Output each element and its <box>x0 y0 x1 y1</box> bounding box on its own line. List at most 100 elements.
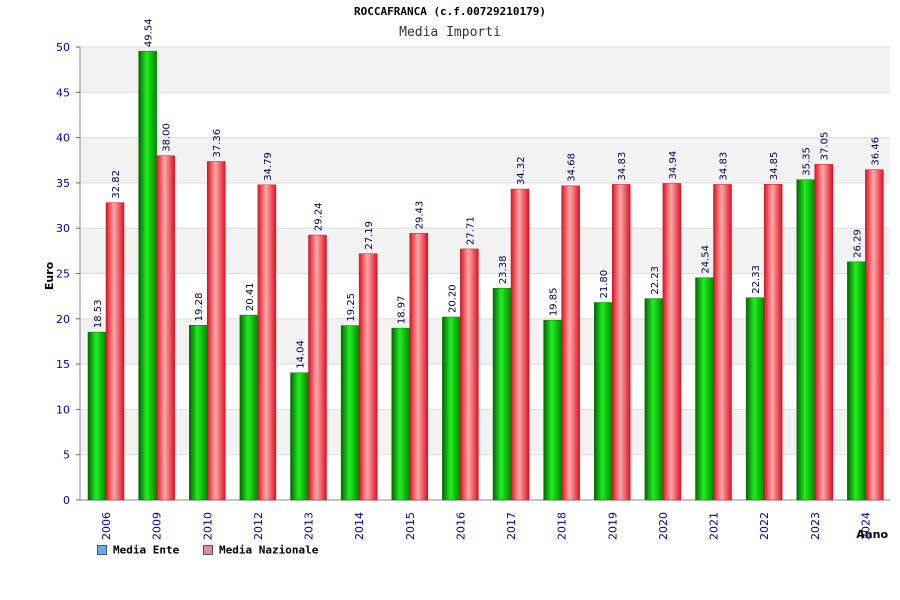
data-label: 35.35 <box>802 147 813 176</box>
bar-media-ente <box>340 325 360 501</box>
data-label: 19.25 <box>346 293 357 322</box>
bar-media-nazionale <box>612 184 631 501</box>
y-tick-label: 30 <box>56 222 70 235</box>
y-tick-label: 0 <box>63 494 70 507</box>
bar-media-ente <box>543 319 562 501</box>
bar-media-ente <box>594 302 613 501</box>
x-tick-label: 2015 <box>404 512 417 540</box>
y-tick-label: 10 <box>56 403 70 416</box>
bar-media-ente <box>138 50 157 501</box>
x-tick-label: 2006 <box>100 512 113 540</box>
data-label: 34.83 <box>719 152 730 181</box>
data-label: 27.71 <box>465 216 476 245</box>
y-tick-label: 35 <box>56 177 70 190</box>
legend-label-media-ente: Media Ente <box>113 543 180 557</box>
bar-media-nazionale <box>308 234 327 501</box>
data-label: 34.94 <box>668 151 679 180</box>
bar-media-nazionale <box>814 164 833 501</box>
data-label: 29.43 <box>415 201 426 230</box>
bar-media-nazionale <box>460 248 479 501</box>
data-label: 34.79 <box>263 152 274 181</box>
y-tick-label: 50 <box>56 41 70 54</box>
y-axis-label: Euro <box>43 261 56 290</box>
x-axis-label: Anno <box>856 528 888 541</box>
x-tick-label: 2017 <box>505 512 518 540</box>
x-tick-label: 2010 <box>201 512 214 540</box>
legend-swatch-media-ente <box>97 545 107 555</box>
data-label: 37.36 <box>212 129 223 158</box>
bar-media-nazionale <box>257 184 277 501</box>
x-tick-label: 2012 <box>252 512 265 540</box>
data-label: 27.19 <box>364 221 375 250</box>
x-tick-label: 2020 <box>657 512 670 540</box>
bar-media-nazionale <box>156 155 175 501</box>
data-label: 20.20 <box>447 284 458 313</box>
data-label: 38.00 <box>162 123 173 152</box>
x-tick-label: 2021 <box>708 512 721 540</box>
x-tick-label: 2013 <box>303 512 316 540</box>
x-tick-label: 2014 <box>353 512 366 540</box>
bar-media-nazionale <box>865 169 884 501</box>
data-label: 32.82 <box>111 170 122 199</box>
data-label: 26.29 <box>852 229 863 258</box>
data-label: 24.54 <box>701 245 712 274</box>
data-labels: 18.53 32.82 49.54 38.00 19.28 37.36 20.41 34.79… <box>93 19 881 369</box>
legend-label-media-nazionale: Media Nazionale <box>219 543 319 557</box>
x-tick-label: 2016 <box>454 512 467 540</box>
data-label: 18.53 <box>93 299 104 328</box>
bar-media-ente <box>239 314 259 501</box>
bar-media-nazionale <box>510 188 530 501</box>
data-label: 34.83 <box>617 152 628 181</box>
data-label: 36.46 <box>870 137 881 166</box>
bar-media-ente <box>189 325 208 501</box>
bar-media-ente <box>644 298 664 501</box>
data-label: 19.85 <box>549 288 560 317</box>
bar-media-nazionale <box>105 202 125 501</box>
grid-band <box>80 92 890 138</box>
y-tick-label: 15 <box>56 358 70 371</box>
bar-media-nazionale <box>662 183 682 501</box>
legend-swatch-media-nazionale <box>203 545 213 555</box>
data-label: 21.80 <box>599 270 610 299</box>
tick-labels: 0 5 10 15 20 25 30 35 40 45 50 2006 2009 2010 2012 2013… <box>56 41 872 540</box>
grid-band <box>80 47 890 93</box>
bar-media-nazionale <box>207 161 226 501</box>
data-label: 34.68 <box>567 153 578 182</box>
bar-media-ente <box>745 297 765 501</box>
data-label: 34.32 <box>516 156 527 185</box>
bar-media-ente <box>442 316 461 501</box>
bar-media-nazionale <box>358 253 378 501</box>
bar-media-ente <box>87 331 107 501</box>
y-tick-label: 45 <box>56 86 70 99</box>
data-label: 18.97 <box>397 295 408 324</box>
data-label: 29.24 <box>314 202 325 231</box>
y-tick-label: 40 <box>56 132 70 145</box>
y-tick-label: 5 <box>63 449 70 462</box>
legend-item-media-ente: Media Ente <box>97 543 179 557</box>
bar-media-nazionale <box>561 185 580 501</box>
y-tick-label: 20 <box>56 313 70 326</box>
bar-media-ente <box>391 327 410 501</box>
bar-media-nazionale <box>713 184 732 501</box>
data-label: 22.33 <box>751 265 762 294</box>
x-tick-label: 2009 <box>151 512 164 540</box>
x-tick-label: 2024 <box>859 512 872 540</box>
bar-media-ente <box>290 372 309 501</box>
bar-media-nazionale <box>409 233 428 501</box>
x-tick-label: 2023 <box>809 512 822 540</box>
x-tick-label: 2018 <box>556 512 569 540</box>
data-label: 22.23 <box>650 266 661 295</box>
data-label: 20.41 <box>245 282 256 311</box>
bar-media-ente <box>695 277 714 501</box>
chart-subtitle: Media Importi <box>399 25 501 40</box>
data-label: 23.38 <box>498 256 509 285</box>
bar-media-ente <box>847 261 866 501</box>
data-label: 19.28 <box>194 293 205 322</box>
bar-media-ente <box>796 179 815 501</box>
bars <box>87 50 884 501</box>
data-label: 37.05 <box>820 132 831 161</box>
data-label: 49.54 <box>144 19 155 48</box>
data-label: 14.04 <box>296 340 307 369</box>
